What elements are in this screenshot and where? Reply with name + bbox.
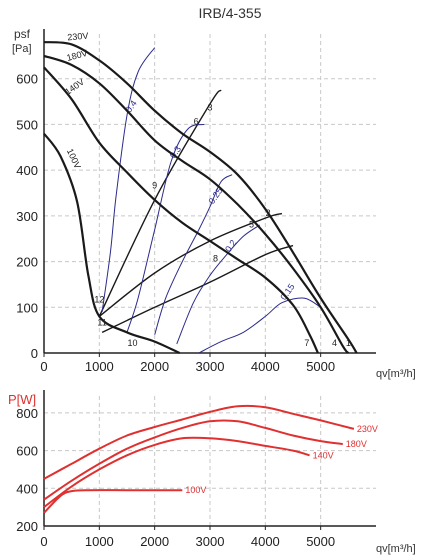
top-y-tick-label: 500: [16, 117, 38, 132]
top-y-tick-label: 0: [31, 346, 38, 361]
bottom-x-tick-label: 0: [40, 534, 47, 549]
bottom-x-axis-label: qv[m³/h]: [376, 543, 416, 555]
top-y-tick-label: 300: [16, 209, 38, 224]
operating-point-label: 4: [332, 338, 337, 348]
top-y-axis-label-unit: [Pa]: [12, 43, 32, 55]
power-curve-label: 100V: [185, 485, 206, 495]
top-y-tick-label: 400: [16, 163, 38, 178]
top-y-tick-label: 100: [16, 300, 38, 315]
fan-curve-label: 100V: [65, 147, 83, 170]
bottom-x-tick-label: 1000: [85, 534, 114, 549]
bottom-x-tick-label: 4000: [251, 534, 280, 549]
top-x-tick-label: 2000: [140, 359, 169, 374]
bottom-y-tick-label: 400: [16, 481, 38, 496]
bottom-y-tick-label: 600: [16, 444, 38, 459]
power-curve-label: 140V: [313, 450, 334, 460]
bottom-y-axis-label: P[W]: [8, 392, 36, 407]
system-curve: [101, 244, 294, 334]
top-y-tick-label: 600: [16, 72, 38, 87]
operating-point-label: 7: [304, 338, 309, 348]
operating-point-label: 3: [207, 103, 212, 113]
operating-point-label: 11: [97, 318, 106, 328]
fan-curve: [43, 132, 181, 355]
power-curve: [43, 489, 183, 514]
top-x-tick-label: 5000: [306, 359, 335, 374]
operating-point-label: 5: [249, 219, 254, 229]
power-curve-label: 230V: [357, 424, 378, 434]
fan-curve-label: 230V: [67, 31, 89, 43]
operating-point-label: 10: [128, 338, 138, 348]
bottom-y-tick-label: 800: [16, 406, 38, 421]
top-x-tick-label: 3000: [196, 359, 225, 374]
top-y-axis-label-psf: psf: [14, 27, 31, 41]
operating-point-label: 6: [194, 116, 199, 126]
fan-curve: [43, 66, 319, 354]
pressure-flow-plot: 0 1000 2000 3000 4000 5000 0 100 200 300 400 500 600…: [16, 29, 376, 374]
top-y-tick-label: 200: [16, 255, 38, 270]
efficiency-curve: [126, 123, 205, 333]
power-curve: [43, 404, 355, 480]
chart-title: IRB/4-355: [198, 5, 261, 21]
operating-point-label: 1: [346, 338, 351, 348]
power-curve: [43, 436, 310, 508]
bottom-grid: [44, 394, 376, 526]
efficiency-curve-label: 0.4: [123, 98, 138, 114]
power-curve: [43, 419, 343, 501]
operating-point-label: 2: [266, 208, 271, 218]
top-x-tick-label: 0: [40, 359, 47, 374]
efficiency-curve: [198, 297, 321, 354]
operating-point-label: 12: [94, 295, 104, 305]
efficiency-curve: [154, 174, 233, 335]
bottom-y-tick-label: 200: [16, 519, 38, 534]
operating-point-label: 9: [152, 180, 157, 190]
system-curve: [98, 89, 222, 317]
efficiency-curve: [176, 224, 261, 345]
bottom-x-tick-label: 5000: [306, 534, 335, 549]
top-x-axis-label: qv[m³/h]: [376, 368, 416, 380]
operating-point-label: 8: [213, 254, 218, 264]
power-curve-label: 180V: [346, 439, 367, 449]
power-flow-plot: 0 1000 2000 3000 4000 5000 200 400 600 800 230V 180…: [16, 390, 378, 549]
fan-curve: [43, 41, 358, 354]
fan-curve: [43, 54, 350, 354]
bottom-x-tick-label: 3000: [196, 534, 225, 549]
efficiency-curve: [101, 47, 156, 312]
bottom-x-tick-label: 2000: [140, 534, 169, 549]
top-x-tick-label: 1000: [85, 359, 114, 374]
fan-curve-label: 140V: [63, 77, 86, 97]
fan-curve-label: 180V: [66, 48, 89, 63]
top-x-tick-label: 4000: [251, 359, 280, 374]
